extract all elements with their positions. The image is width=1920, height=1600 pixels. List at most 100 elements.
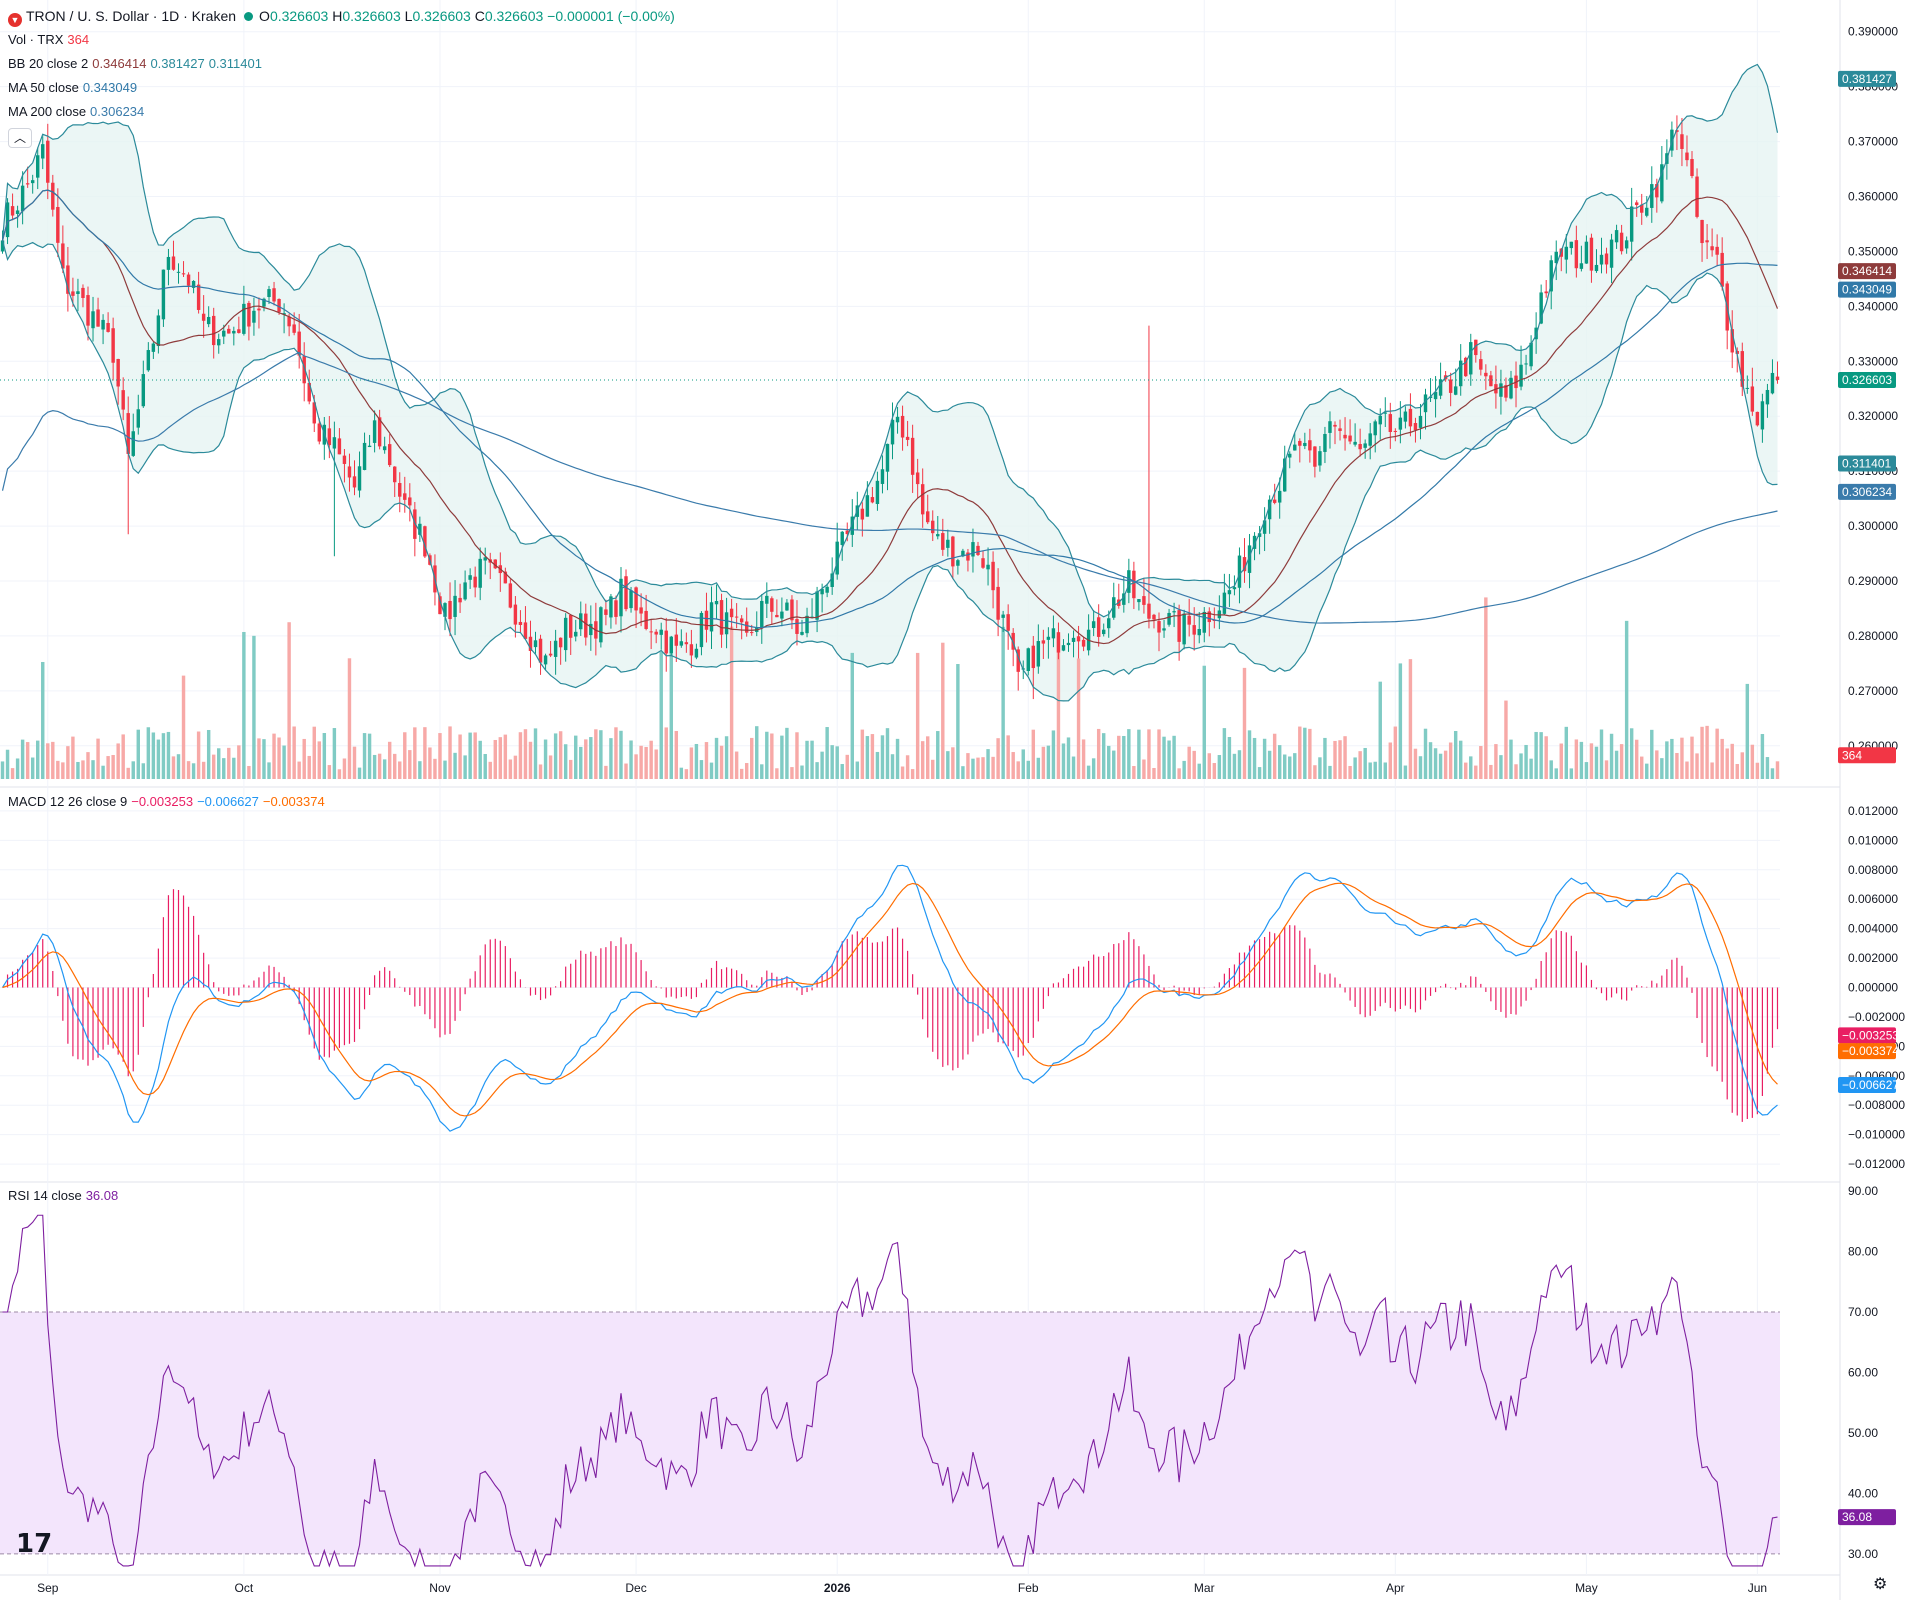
candle-body [473,576,477,588]
price-tick-label: 0.320000 [1848,409,1898,423]
volume-bar [538,764,543,779]
volume-bar [5,749,10,779]
candle-body [936,534,940,537]
volume-bar [91,760,95,779]
bb-basis-axis-label-bg [1838,263,1896,280]
candle-body [372,420,377,443]
candle-body [523,622,528,639]
volume-bar [1122,735,1126,779]
macd-legend[interactable]: MACD 12 26 close 9 −0.003253 −0.006627 −0.0… [8,790,325,814]
open-label: O [259,8,270,24]
candle-body [1458,360,1463,387]
candle-body [604,609,608,615]
volume-bar [312,726,316,779]
candle-body [206,316,211,325]
candle-body [282,313,286,315]
volume-bar [508,759,513,779]
volume-bar [568,759,573,779]
candle-body [900,415,905,438]
volume-bar [166,731,171,779]
volume-bar [966,753,970,779]
ma200-legend[interactable]: MA 200 close 0.306234 [8,100,144,124]
tradingview-logo[interactable]: 𝟭𝟳 [16,1528,53,1558]
candle-body [232,330,236,334]
candle-body [468,575,472,580]
volume-bar [664,727,668,779]
candle-body [895,416,900,423]
candle-body [1690,159,1694,177]
volume-bar [1443,750,1448,779]
candle-body [297,331,301,356]
candle-body [242,303,246,334]
volume-bar [151,732,156,779]
candle-body [1262,520,1267,534]
candle-body [785,602,789,611]
bb-basis-axis-label: 0.346414 [1842,264,1892,278]
candle-body [1267,499,1272,520]
candle-body [171,256,176,270]
volume-bar [563,744,568,779]
volume-bar [1132,766,1136,779]
time-tick-label: Dec [625,1581,646,1595]
candle-body [684,642,689,645]
volume-bar [297,761,301,779]
volume-bar [307,755,311,779]
volume-bar [1705,725,1709,779]
volume-bar [1127,729,1131,779]
ma200-axis-label-bg [1838,483,1896,500]
symbol-title[interactable]: TRON / U. S. Dollar · 1D · Kraken [26,8,237,24]
candle-body [654,631,658,635]
candle-body [659,629,663,635]
candle-body [845,530,849,535]
candle-body [211,315,216,346]
candle-body [227,328,231,334]
volume-bar [1222,728,1227,779]
volume-bar [649,740,653,779]
candle-body [1096,617,1101,637]
candle-body [1152,614,1156,620]
bb-legend[interactable]: BB 20 close 2 0.346414 0.381427 0.311401 [8,52,262,76]
volume-bar [186,761,191,779]
volume-bar [448,726,452,779]
candle-body [719,600,724,635]
rsi-legend[interactable]: RSI 14 close 36.08 [8,1184,118,1208]
volume-bar [1690,736,1694,779]
candle-body [1026,648,1030,672]
volume-bar [327,765,332,779]
volume-bar [1569,768,1574,779]
volume-bar [579,746,583,779]
volume-bar [1157,729,1161,779]
candle-body [292,324,296,333]
volume-bar [1554,768,1558,779]
volume-bar [76,761,80,779]
candle-body [1403,411,1408,422]
volume-bar [1252,737,1257,779]
candle-body [222,330,226,337]
volume-bar [242,631,246,779]
rsi-tick-label: 30.00 [1848,1547,1878,1561]
candle-body [890,419,895,445]
volume-bar [659,651,663,779]
gear-icon[interactable]: ⚙ [1873,1576,1888,1593]
candle-body [724,612,729,635]
volume-bar [1237,750,1242,779]
ma50-legend[interactable]: MA 50 close 0.343049 [8,76,137,100]
candle-body [35,155,40,178]
vol-legend[interactable]: Vol · TRX 364 [8,28,89,52]
volume-bar [1162,736,1166,779]
candle-body [528,636,533,651]
volume-bar [785,727,789,779]
chevron-up-icon[interactable]: ︿ [8,128,32,148]
volume-bar [584,739,588,779]
volume-bar [362,733,367,779]
volume-bar [1021,749,1025,779]
volume-bar [176,754,181,779]
volume-bar [1484,597,1488,779]
volume-bar [644,746,648,779]
volume-bar [609,738,613,779]
volume-bar [865,736,870,779]
time-tick-label: May [1575,1581,1598,1595]
candle-body [116,358,120,387]
candle-body [61,243,65,269]
